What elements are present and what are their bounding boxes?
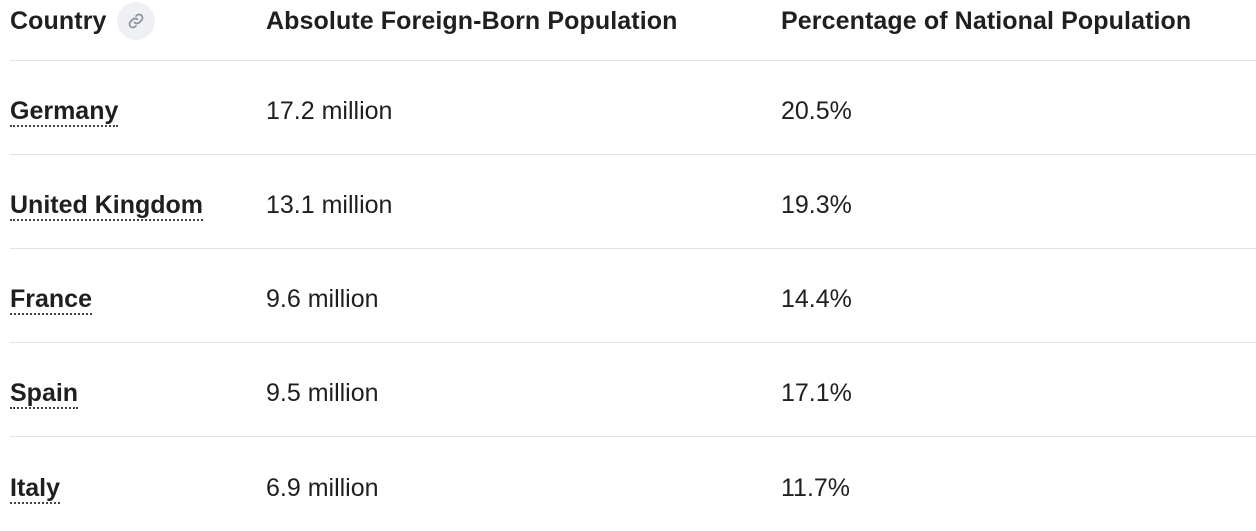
table-row: Germany 17.2 million 20.5% (10, 61, 1256, 155)
percentage-cell: 19.3% (781, 191, 852, 219)
country-link-france[interactable]: France (10, 285, 92, 315)
table-row: France 9.6 million 14.4% (10, 249, 1256, 343)
copy-link-button[interactable] (116, 2, 155, 40)
percentage-cell: 20.5% (781, 97, 852, 125)
table-row: United Kingdom 13.1 million 19.3% (10, 155, 1256, 249)
country-cell: France (10, 277, 266, 315)
absolute-cell: 17.2 million (266, 97, 393, 125)
header-percentage-cell: Percentage of National Population (781, 6, 1192, 35)
absolute-cell: 9.6 million (266, 285, 379, 313)
country-cell: Spain (10, 371, 266, 409)
header-absolute-cell: Absolute Foreign-Born Population (266, 6, 678, 35)
country-link-germany[interactable]: Germany (10, 97, 119, 127)
percentage-cell: 17.1% (781, 379, 852, 407)
country-link-italy[interactable]: Italy (10, 473, 61, 504)
percentage-cell: 14.4% (781, 285, 852, 313)
percentage-cell: 11.7% (781, 473, 851, 502)
table-row: Spain 9.5 million 17.1% (10, 343, 1256, 437)
link-icon (128, 13, 143, 29)
absolute-cell: 9.5 million (266, 379, 379, 407)
header-country-cell: Country (10, 2, 266, 58)
table-header-row: Country Absolute Foreign-Born Population… (10, 0, 1256, 61)
country-link-spain[interactable]: Spain (10, 379, 79, 409)
country-cell: United Kingdom (10, 183, 266, 221)
absolute-cell: 6.9 million (266, 473, 379, 502)
foreign-born-population-table: Country Absolute Foreign-Born Population… (10, 0, 1256, 531)
absolute-cell: 13.1 million (266, 191, 393, 219)
table-row: Italy 6.9 million 11.7% (10, 437, 1256, 531)
country-link-united-kingdom[interactable]: United Kingdom (10, 191, 204, 221)
country-cell: Germany (10, 89, 266, 127)
country-cell: Italy (10, 466, 266, 504)
header-country-label: Country (10, 6, 107, 35)
